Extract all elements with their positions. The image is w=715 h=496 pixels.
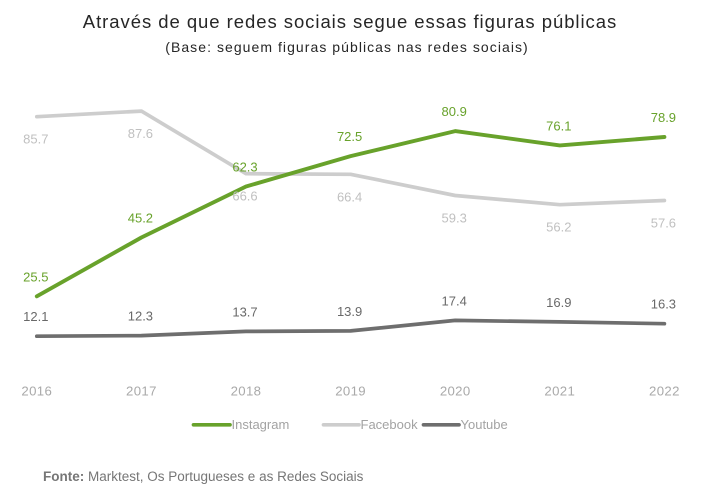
svg-text:16.3: 16.3 bbox=[651, 297, 676, 312]
svg-text:Através de que redes sociais s: Através de que redes sociais segue essas… bbox=[83, 11, 617, 32]
svg-text:45.2: 45.2 bbox=[128, 211, 153, 226]
svg-text:56.2: 56.2 bbox=[546, 220, 571, 235]
svg-text:Instagram: Instagram bbox=[232, 417, 290, 432]
svg-text:25.5: 25.5 bbox=[23, 269, 48, 284]
svg-text:2018: 2018 bbox=[231, 384, 262, 399]
svg-text:Facebook: Facebook bbox=[361, 417, 419, 432]
svg-text:Fonte: Marktest, Os Portuguese: Fonte: Marktest, Os Portugueses e as Red… bbox=[43, 469, 364, 484]
svg-text:62.3: 62.3 bbox=[232, 160, 257, 175]
svg-text:87.6: 87.6 bbox=[128, 126, 153, 141]
svg-text:85.7: 85.7 bbox=[23, 132, 48, 147]
svg-text:80.9: 80.9 bbox=[442, 104, 467, 119]
svg-text:13.7: 13.7 bbox=[232, 304, 257, 319]
svg-text:2019: 2019 bbox=[335, 384, 366, 399]
svg-text:66.6: 66.6 bbox=[232, 189, 257, 204]
svg-text:2021: 2021 bbox=[544, 384, 575, 399]
svg-text:(Base: seguem figuras públicas: (Base: seguem figuras públicas nas redes… bbox=[165, 39, 529, 55]
svg-text:Youtube: Youtube bbox=[461, 417, 508, 432]
svg-text:76.1: 76.1 bbox=[546, 118, 571, 133]
svg-text:17.4: 17.4 bbox=[442, 293, 467, 308]
svg-text:66.4: 66.4 bbox=[337, 189, 362, 204]
svg-text:2022: 2022 bbox=[649, 384, 680, 399]
svg-text:13.9: 13.9 bbox=[337, 304, 362, 319]
svg-text:72.5: 72.5 bbox=[337, 129, 362, 144]
svg-text:12.3: 12.3 bbox=[128, 309, 153, 324]
svg-text:78.9: 78.9 bbox=[651, 110, 676, 125]
svg-text:2016: 2016 bbox=[21, 384, 52, 399]
svg-text:59.3: 59.3 bbox=[442, 211, 467, 226]
svg-text:57.6: 57.6 bbox=[651, 216, 676, 231]
svg-text:12.1: 12.1 bbox=[23, 309, 48, 324]
svg-text:2020: 2020 bbox=[440, 384, 471, 399]
svg-text:2017: 2017 bbox=[126, 384, 157, 399]
svg-text:16.9: 16.9 bbox=[546, 295, 571, 310]
